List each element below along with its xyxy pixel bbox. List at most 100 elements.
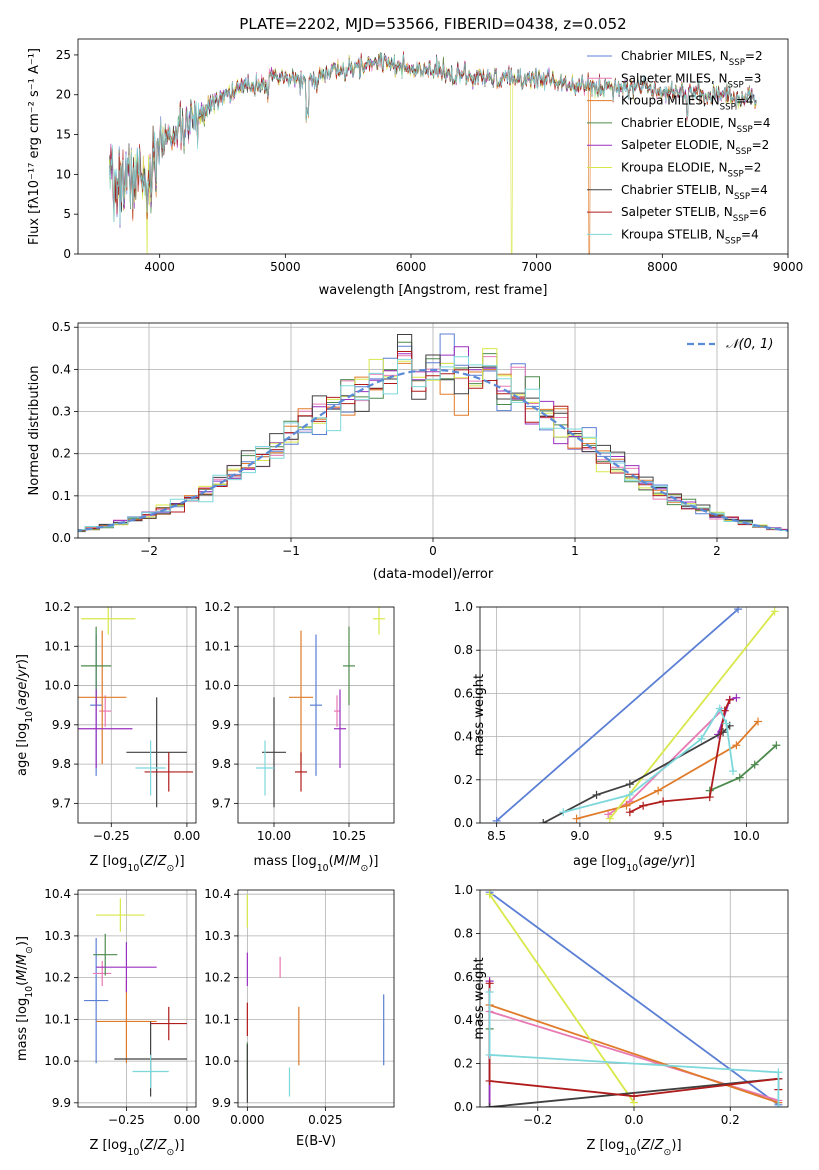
normal-reference-curve xyxy=(78,368,788,532)
legend-label-display: Kroupa ELODIE, NSSP=2 xyxy=(621,161,761,180)
x-tick-label: 0.00 xyxy=(174,829,201,843)
weight-marker xyxy=(754,717,763,726)
x-tick-label: 10.0 xyxy=(733,829,760,843)
weight-marker xyxy=(734,607,743,614)
y-tick-label: 20 xyxy=(56,88,71,102)
y-tick-label: 10.2 xyxy=(204,971,231,985)
y-tick-label: 9.7 xyxy=(52,796,71,810)
legend-label-display: Salpeter ELODIE, NSSP=2 xyxy=(621,138,769,157)
weight-marker xyxy=(625,808,634,817)
mass-vs-ebv-panel: 0.000 0.025 9.9 10.0 10.1 10.2 10.3 10.4 E(B-V) xyxy=(204,887,395,1149)
legend-label-display: Chabrier STELIB, NSSP=4 xyxy=(621,183,768,202)
y-tick-label: 10.0 xyxy=(44,679,71,693)
x-tick-label: 8.5 xyxy=(487,829,506,843)
x-tick-label: 0.0 xyxy=(624,1113,643,1127)
weight-marker xyxy=(735,773,744,782)
weight-marker xyxy=(630,1092,638,1101)
y-tick-label: 10.0 xyxy=(204,1054,231,1068)
y-tick-label: 15 xyxy=(56,128,71,142)
legend-label-display: Kroupa MILES, NSSP=4 xyxy=(621,94,754,113)
weight-marker xyxy=(485,890,494,899)
plot-area xyxy=(246,894,385,1103)
weight-marker xyxy=(485,1076,494,1085)
y-tick-label: 9.9 xyxy=(52,718,71,732)
weight-line-3 xyxy=(489,1004,779,1104)
residual-histogram-panel: −2 −1 0 1 2 0.0 0.1 0.2 0.3 0.4 0.5 (data-model)/er… xyxy=(27,320,789,582)
x-tick-label: 9.0 xyxy=(570,829,589,843)
y-tick-label: 10.2 xyxy=(44,600,71,614)
x-tick-label: 0.00 xyxy=(174,1113,201,1127)
weight-marker xyxy=(572,814,581,823)
weight-marker xyxy=(539,819,548,823)
y-tick-label: 0.0 xyxy=(454,1100,473,1114)
y-tick-label: 0.0 xyxy=(52,531,71,545)
spectrum-panel: 4000 5000 6000 7000 8000 9000 0 5 10 15 20 25 PLATE=… xyxy=(27,15,803,298)
y-tick-label: 0.2 xyxy=(454,773,473,787)
weight-line-8 xyxy=(629,699,731,814)
weight-line-4 xyxy=(709,744,777,792)
y-tick-label: 10.1 xyxy=(204,639,231,653)
weight-marker xyxy=(485,979,494,988)
weight-marker xyxy=(732,693,741,702)
grid xyxy=(238,890,394,1107)
weight-marker xyxy=(732,741,741,750)
y-tick-label: 1.0 xyxy=(454,600,473,614)
plot-area xyxy=(78,333,788,533)
y-tick-label: 0.8 xyxy=(454,926,473,940)
y-axis-label: mass weight xyxy=(472,957,487,1039)
chart-title: PLATE=2202, MJD=53566, FIBERID=0438, z=0… xyxy=(239,15,626,33)
x-tick-label: 2 xyxy=(713,544,721,558)
plot-area xyxy=(256,607,385,808)
y-tick-label: 0.5 xyxy=(52,320,71,334)
weight-marker xyxy=(722,719,731,728)
axes-frame xyxy=(479,606,789,824)
histogram-step-9 xyxy=(78,356,788,531)
weight-marker xyxy=(622,801,631,810)
x-axis-label: Z [log10(Z/Z⊙)] xyxy=(89,1138,184,1158)
mass-weight-vs-age-panel: 8.5 9.0 9.5 10.0 0.0 0.2 0.4 0.6 0.8 1.0 age [log1… xyxy=(454,600,789,874)
plot-area xyxy=(84,898,187,1097)
x-tick-label: 10.25 xyxy=(332,829,366,843)
y-tick-label: 9.9 xyxy=(212,1096,231,1110)
weight-marker xyxy=(715,704,724,713)
weight-line-3 xyxy=(576,720,759,820)
legend-label-display: Salpeter MILES, NSSP=3 xyxy=(621,71,761,90)
y-tick-label: 0.2 xyxy=(454,1057,473,1071)
weight-marker xyxy=(625,780,634,789)
legend-label-display: Salpeter STELIB, NSSP=6 xyxy=(621,205,767,224)
x-tick-label: 10.00 xyxy=(257,829,291,843)
weight-marker xyxy=(729,767,738,776)
y-tick-label: 10.0 xyxy=(204,679,231,693)
x-tick-label: 9000 xyxy=(773,260,804,274)
x-tick-label: 1 xyxy=(571,544,579,558)
y-tick-label: 0 xyxy=(63,247,71,261)
y-tick-label: 1.0 xyxy=(454,883,473,897)
weight-marker xyxy=(750,760,759,769)
y-tick-label: 10.2 xyxy=(44,971,71,985)
weight-marker xyxy=(705,793,714,802)
axes-frame xyxy=(77,38,789,255)
weight-marker xyxy=(592,790,601,799)
y-axis-label: mass weight xyxy=(472,674,487,756)
y-tick-label: 9.8 xyxy=(212,757,231,771)
weight-line-9 xyxy=(488,992,780,1107)
x-axis-label: mass [log10(M/M⊙)] xyxy=(254,854,379,874)
x-tick-label: 0 xyxy=(429,544,437,558)
y-tick-label: 25 xyxy=(56,48,71,62)
x-tick-label: 9.5 xyxy=(654,829,673,843)
x-tick-label: 4000 xyxy=(144,260,175,274)
y-tick-label: 0.4 xyxy=(454,1013,473,1027)
x-axis-label: age [log10(age/yr)] xyxy=(573,854,695,874)
y-tick-label: 10.2 xyxy=(204,600,231,614)
plot-area xyxy=(78,607,193,808)
y-tick-label: 0.6 xyxy=(454,970,473,984)
y-tick-label: 10.1 xyxy=(44,1012,71,1026)
y-tick-label: 9.8 xyxy=(52,757,71,771)
weight-marker xyxy=(485,987,494,996)
weight-marker xyxy=(774,1068,783,1077)
weight-marker xyxy=(639,801,648,810)
y-tick-label: 10.3 xyxy=(44,929,71,943)
weight-marker xyxy=(720,706,729,715)
